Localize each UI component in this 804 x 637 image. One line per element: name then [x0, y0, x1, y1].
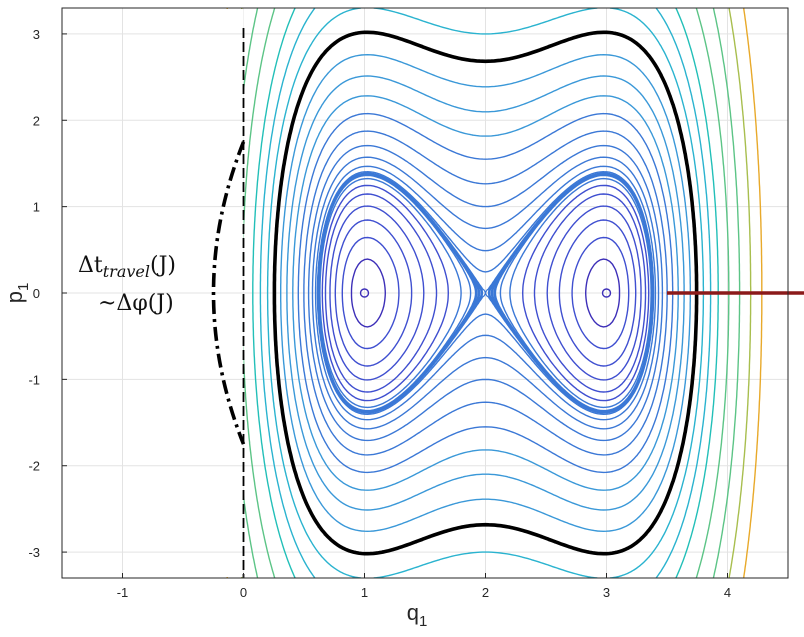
center-point	[601, 288, 612, 298]
contour-line	[341, 236, 630, 350]
x-tick-label: 0	[240, 585, 247, 600]
x-tick-label: 3	[603, 585, 610, 600]
contour-line	[316, 171, 655, 415]
highlighted-orbit	[272, 30, 699, 556]
y-tick-label: 3	[33, 27, 40, 42]
y-tick-label: 1	[33, 200, 40, 215]
y-tick-label: -3	[28, 545, 40, 560]
contour-line	[314, 165, 657, 421]
contour-line	[319, 177, 652, 409]
annotation-delta-phi: ~Δφ(J)	[98, 291, 174, 316]
x-tick-label: 4	[724, 585, 731, 600]
contour-line	[321, 184, 650, 402]
contour-line	[324, 193, 647, 393]
y-tick-label: -2	[28, 459, 40, 474]
contour-line	[266, 8, 705, 578]
annotation-overlays	[62, 8, 804, 578]
annotation-delta-t-travel: Δttravel(J)	[78, 253, 176, 281]
contour-line	[307, 144, 664, 442]
contour-line	[259, 8, 712, 578]
tick-labels: -1 0 1 2 3 4 3 2 1 0 -1 -2 -3	[28, 27, 731, 600]
separatrix-line	[317, 172, 654, 414]
contour-line	[329, 205, 642, 381]
contour-line	[280, 54, 691, 532]
contour-line	[286, 75, 685, 511]
contour-line	[292, 95, 679, 491]
x-tick-label: -1	[117, 585, 129, 600]
contour-line	[350, 258, 621, 328]
x-tick-label: 1	[361, 585, 368, 600]
contour-line	[252, 8, 719, 578]
contour-line	[297, 112, 674, 474]
y-tick-label: -1	[28, 372, 40, 387]
contour-line	[334, 219, 637, 367]
x-axis-label: q1	[407, 600, 428, 630]
reflected-orbit-arc	[211, 141, 246, 445]
y-tick-label: 0	[33, 286, 40, 301]
y-axis-label: p1	[2, 283, 32, 304]
contour-line	[303, 130, 668, 456]
center-point	[359, 288, 370, 298]
y-tick-label: 2	[33, 113, 40, 128]
contour-line	[311, 156, 660, 430]
x-tick-label: 2	[482, 585, 489, 600]
